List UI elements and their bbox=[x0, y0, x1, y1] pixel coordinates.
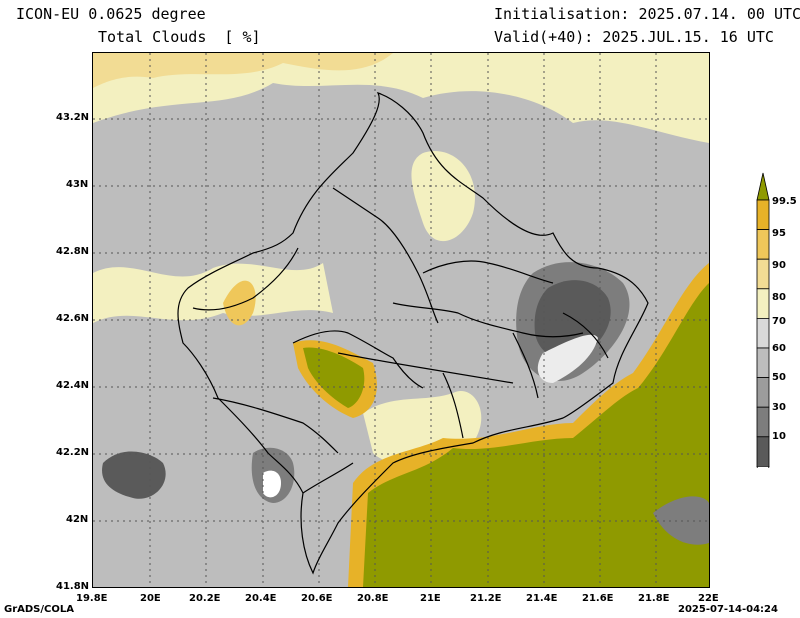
cloud-map bbox=[92, 52, 710, 588]
cloud-map-svg bbox=[93, 53, 709, 587]
colorbar-box bbox=[756, 229, 770, 260]
lon-label: 21.4E bbox=[526, 593, 558, 604]
colorbar-label: 95 bbox=[772, 228, 786, 239]
colorbar-label: 30 bbox=[772, 402, 786, 413]
colorbar-box bbox=[756, 258, 770, 290]
lon-label: 21E bbox=[420, 593, 441, 604]
colorbar-box bbox=[756, 406, 770, 438]
colorbar-box bbox=[756, 436, 770, 467]
footer-timestamp: 2025-07-14-04:24 bbox=[678, 604, 778, 615]
colorbar-box bbox=[756, 288, 770, 319]
colorbar-label: 99.5 bbox=[772, 196, 797, 207]
footer-software: GrADS/COLA bbox=[4, 604, 74, 615]
lon-label: 21.6E bbox=[582, 593, 614, 604]
colorbar-label: 80 bbox=[772, 292, 786, 303]
valid-time: Valid(+40): 2025.JUL.15. 16 UTC bbox=[494, 28, 774, 46]
colorbar-top-arrow bbox=[756, 172, 770, 201]
lon-label: 20.2E bbox=[189, 593, 221, 604]
model-title: ICON-EU 0.0625 degree bbox=[16, 5, 206, 23]
field-title: Total Clouds [ %] bbox=[98, 28, 261, 46]
lon-label: 19.8E bbox=[76, 593, 108, 604]
lat-label: 42N bbox=[66, 514, 89, 525]
colorbar-label: 60 bbox=[772, 343, 786, 354]
lon-label: 20E bbox=[140, 593, 161, 604]
colorbar-bottom-arrow bbox=[756, 466, 770, 468]
colorbar-label: 50 bbox=[772, 372, 786, 383]
colorbar-box bbox=[756, 347, 770, 379]
colorbar bbox=[756, 172, 770, 468]
lon-label: 21.2E bbox=[470, 593, 502, 604]
colorbar-label: 10 bbox=[772, 431, 786, 442]
lat-label: 43.2N bbox=[56, 112, 90, 123]
colorbar-label: 90 bbox=[772, 260, 786, 271]
lat-label: 42.6N bbox=[56, 313, 90, 324]
lon-label: 20.4E bbox=[245, 593, 277, 604]
colorbar-box bbox=[756, 317, 770, 349]
lon-label: 22E bbox=[698, 593, 719, 604]
lat-label: 42.4N bbox=[56, 380, 90, 391]
init-time: Initialisation: 2025.07.14. 00 UTC bbox=[494, 5, 800, 23]
colorbar-label: 70 bbox=[772, 316, 786, 327]
colorbar-box bbox=[756, 377, 770, 408]
colorbar-box bbox=[756, 199, 770, 231]
lat-label: 42.8N bbox=[56, 246, 90, 257]
lat-label: 41.8N bbox=[56, 581, 90, 592]
lon-label: 20.8E bbox=[357, 593, 389, 604]
lat-label: 42.2N bbox=[56, 447, 90, 458]
lon-label: 21.8E bbox=[638, 593, 670, 604]
lat-label: 43N bbox=[66, 179, 89, 190]
lon-label: 20.6E bbox=[301, 593, 333, 604]
